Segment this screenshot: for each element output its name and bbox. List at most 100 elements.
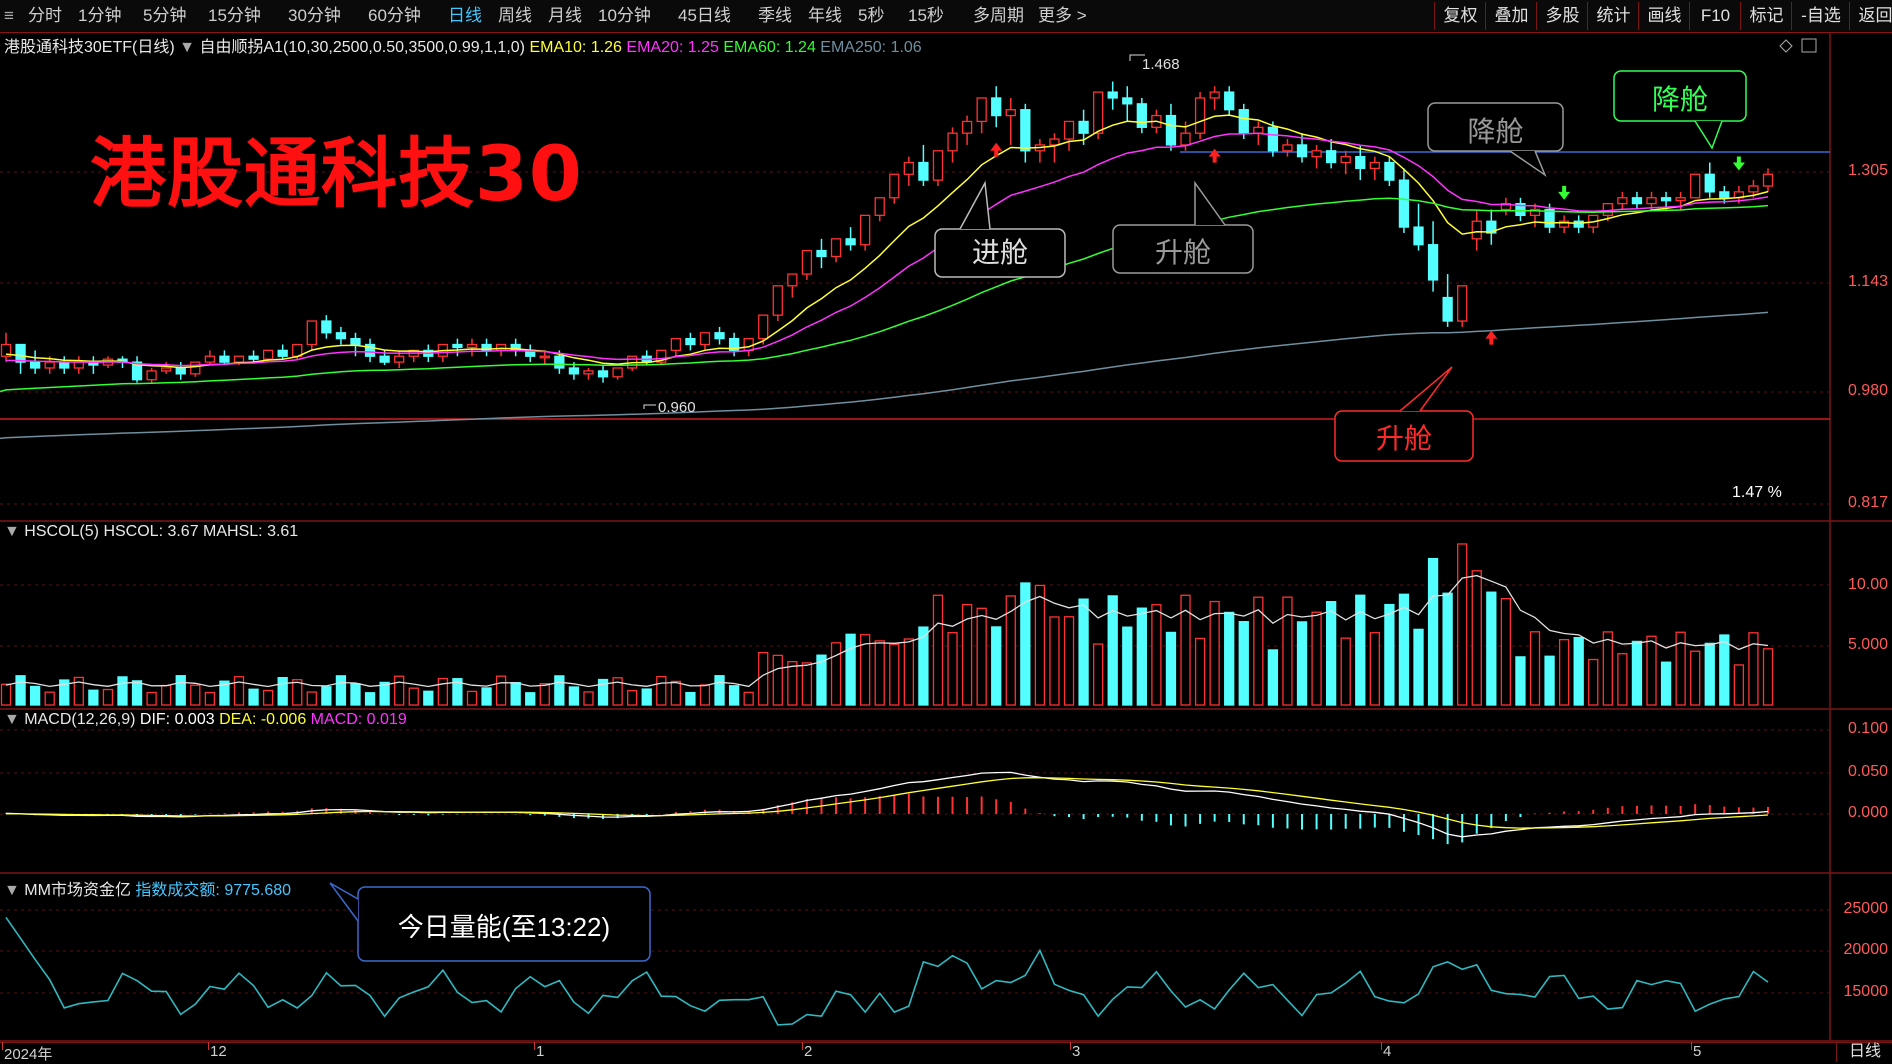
toolbar-button-7[interactable]: -自选 (1791, 2, 1850, 30)
macd-value: MACD: 0.019 (310, 711, 407, 728)
toolbar-button-4[interactable]: 画线 (1638, 2, 1690, 30)
y-tick-macd-1: 0.050 (1847, 763, 1888, 780)
callout-down-2: 降舱 (1651, 84, 1708, 115)
period-tab[interactable]: 日线 (1836, 1041, 1892, 1062)
candle-body (1340, 156, 1351, 164)
toolbar-button-5[interactable]: F10 (1689, 2, 1741, 30)
money-title[interactable]: MM市场资金亿 (24, 882, 131, 899)
volume-bar-17 (248, 688, 259, 706)
security-name[interactable]: 港股通科技30ETF(日线) (4, 39, 175, 56)
period-12[interactable]: 年线 (808, 6, 842, 25)
candle-15 (219, 350, 230, 366)
menu-icon[interactable]: ≡ (4, 6, 14, 25)
y-tick-main-3: 0.817 (1847, 494, 1888, 511)
period-8[interactable]: 月线 (548, 6, 582, 25)
volume-bar-5 (73, 676, 84, 706)
candle-118 (1719, 186, 1730, 204)
volume-bar-3 (44, 691, 55, 706)
volume-bar-112 (1631, 640, 1643, 706)
ema-line-60 (0, 197, 1769, 393)
indicator-dropdown-icon[interactable]: ▼ (179, 39, 195, 56)
ema-legend-0: EMA10: 1.26 (529, 39, 622, 56)
volume-dropdown-icon[interactable]: ▼ (4, 523, 20, 540)
candle-body (961, 120, 973, 134)
period-7[interactable]: 周线 (498, 6, 532, 25)
period-13[interactable]: 5秒 (858, 6, 885, 25)
volume-bar-12 (175, 675, 186, 706)
toolbar-button-8[interactable]: 返回 (1849, 2, 1892, 30)
period-5[interactable]: 60分钟 (368, 6, 421, 25)
volume-bar-33 (481, 687, 492, 706)
volume-bar-10 (146, 691, 157, 706)
period-9[interactable]: 10分钟 (598, 6, 651, 25)
candle-body (1311, 150, 1322, 158)
period-14[interactable]: 15秒 (908, 6, 944, 25)
volume-bar-37 (539, 683, 550, 706)
period-6[interactable]: 日线 (448, 6, 482, 25)
candle-58 (845, 227, 856, 251)
high-label: 1.468 (1142, 56, 1180, 73)
x-tick-4: 3 (1072, 1043, 1081, 1060)
volume-bar-45 (656, 675, 667, 706)
period-15[interactable]: 多周期 (973, 6, 1024, 25)
volume-bar-32 (466, 690, 478, 706)
candle-body (1602, 202, 1613, 217)
candle-45 (656, 349, 667, 366)
candle-body (1646, 197, 1657, 205)
candle-100 (1457, 285, 1468, 327)
volume-bar-52 (758, 652, 769, 706)
x-tick-0: 2024年 (4, 1046, 53, 1063)
period-10[interactable]: 45日线 (678, 6, 731, 25)
candle-84 (1224, 86, 1235, 116)
toolbar-button-0[interactable]: 复权 (1434, 2, 1486, 30)
candle-5 (73, 356, 84, 374)
volume-bar-31 (452, 678, 463, 706)
macd-title[interactable]: MACD(12,26,9) (24, 711, 136, 728)
toolbar-button-3[interactable]: 统计 (1587, 2, 1639, 30)
candle-body (583, 370, 594, 375)
candle-body (991, 97, 1002, 117)
volume-bar-43 (627, 689, 638, 706)
volume-bar-77 (1122, 626, 1133, 706)
candle-113 (1646, 191, 1657, 210)
candle-body (772, 285, 783, 316)
period-16[interactable]: 更多 > (1038, 6, 1087, 25)
toolbar-button-6[interactable]: 标记 (1740, 2, 1792, 30)
volume-bar-80 (1165, 631, 1177, 706)
volume-bar-71 (1034, 584, 1046, 706)
period-3[interactable]: 15分钟 (208, 6, 261, 25)
dea-value: DEA: -0.006 (219, 711, 307, 728)
candle-67 (976, 97, 987, 134)
candle-body (728, 337, 740, 352)
chart-area[interactable] (0, 33, 1892, 1042)
candle-body (947, 132, 958, 152)
macd-dropdown-icon[interactable]: ▼ (4, 711, 20, 728)
ema-line-10 (5, 114, 1769, 369)
period-2[interactable]: 5分钟 (143, 6, 187, 25)
candle-body (1224, 91, 1235, 111)
candle-body (335, 332, 347, 340)
candle-body (685, 337, 696, 346)
toolbar-button-1[interactable]: 叠加 (1485, 2, 1537, 30)
volume-title[interactable]: HSCOL(5) (24, 523, 99, 540)
volume-bar-68 (991, 626, 1002, 706)
volume-bar-61 (889, 643, 900, 706)
toolbar-button-2[interactable]: 多股 (1536, 2, 1588, 30)
candle-body (277, 349, 288, 357)
period-11[interactable]: 季线 (758, 6, 792, 25)
volume-bar-82 (1194, 637, 1206, 706)
period-1[interactable]: 1分钟 (78, 6, 122, 25)
volume-bar-117 (1704, 642, 1715, 706)
indicator-formula[interactable]: 自由顺拐A1(10,30,2500,0.50,3500,0.99,1,1,0) (199, 39, 525, 56)
ema-line-250 (0, 311, 1769, 440)
volume-bar-53 (772, 654, 783, 706)
candle-body (816, 249, 827, 258)
period-0[interactable]: 分时 (28, 6, 62, 25)
volume-ma-line (5, 574, 1769, 688)
candle-83 (1209, 86, 1220, 110)
candle-body (1413, 226, 1424, 246)
volume-bar-95 (1384, 603, 1395, 706)
period-4[interactable]: 30分钟 (288, 6, 341, 25)
candle-body (233, 355, 245, 363)
money-dropdown-icon[interactable]: ▼ (4, 882, 20, 899)
